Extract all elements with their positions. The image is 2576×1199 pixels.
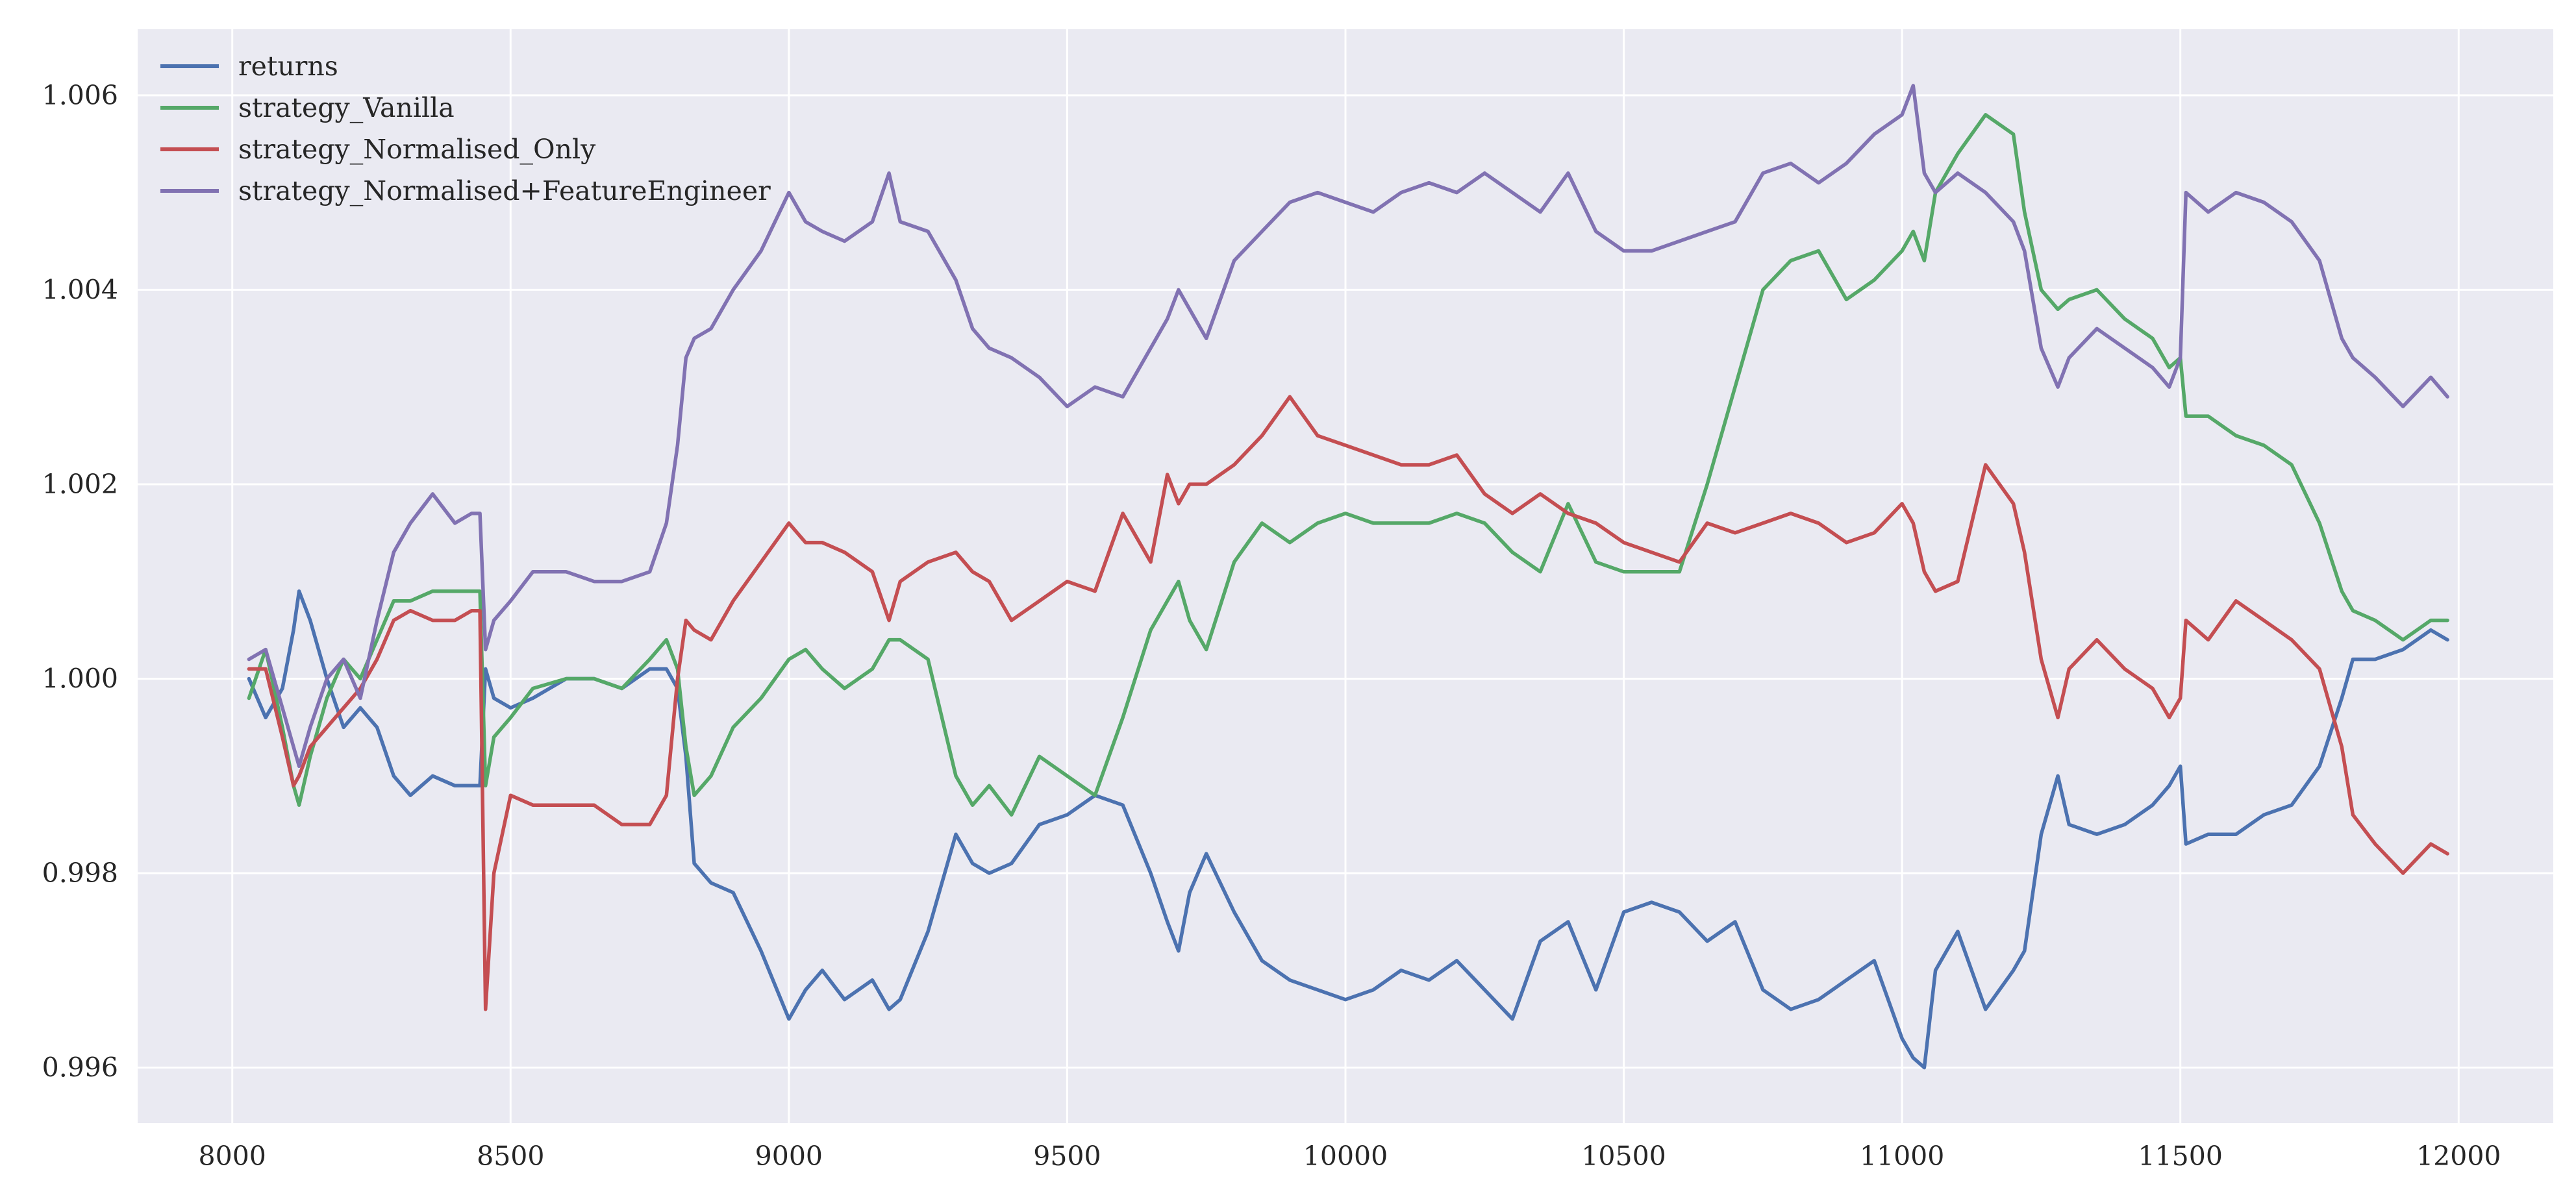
legend-label: strategy_Normalised_Only xyxy=(238,134,596,165)
x-tick-label: 12000 xyxy=(2416,1141,2501,1172)
legend: returns strategy_Vanilla strategy_Normalis… xyxy=(160,51,771,206)
legend-label: strategy_Normalised+FeatureEngineer xyxy=(238,175,771,206)
series-line-strategy-vanilla xyxy=(247,113,2449,817)
series-lines xyxy=(247,84,2449,1070)
legend-label: strategy_Vanilla xyxy=(238,92,455,123)
series-line-strategy-normalised-featureengineer xyxy=(247,84,2449,769)
y-tick-label: 1.000 xyxy=(42,663,118,695)
y-tick-label: 0.998 xyxy=(42,858,118,889)
x-tick-label: 10500 xyxy=(1581,1141,1666,1172)
x-tick-label: 11000 xyxy=(1860,1141,1944,1172)
y-tick-label: 1.004 xyxy=(42,274,118,305)
x-tick-label: 10000 xyxy=(1303,1141,1388,1172)
y-gridlines xyxy=(138,94,2553,1069)
x-axis-tick-labels: 8000 8500 9000 9500 10000 10500 11000 11500 1200… xyxy=(199,1141,2501,1172)
y-tick-label: 1.006 xyxy=(42,80,118,111)
y-tick-label: 1.002 xyxy=(42,469,118,500)
legend-label: returns xyxy=(238,51,338,82)
y-tick-label: 0.996 xyxy=(42,1052,118,1083)
x-tick-label: 9500 xyxy=(1033,1141,1101,1172)
x-tick-label: 8000 xyxy=(199,1141,266,1172)
x-gridlines xyxy=(231,29,2460,1123)
x-tick-label: 11500 xyxy=(2138,1141,2222,1172)
x-tick-label: 8500 xyxy=(477,1141,544,1172)
x-tick-label: 9000 xyxy=(755,1141,823,1172)
y-axis-tick-labels: 0.996 0.998 1.000 1.002 1.004 1.006 xyxy=(42,80,118,1083)
series-line-strategy-normalised-only xyxy=(247,395,2449,1011)
series-line-returns xyxy=(247,589,2449,1070)
